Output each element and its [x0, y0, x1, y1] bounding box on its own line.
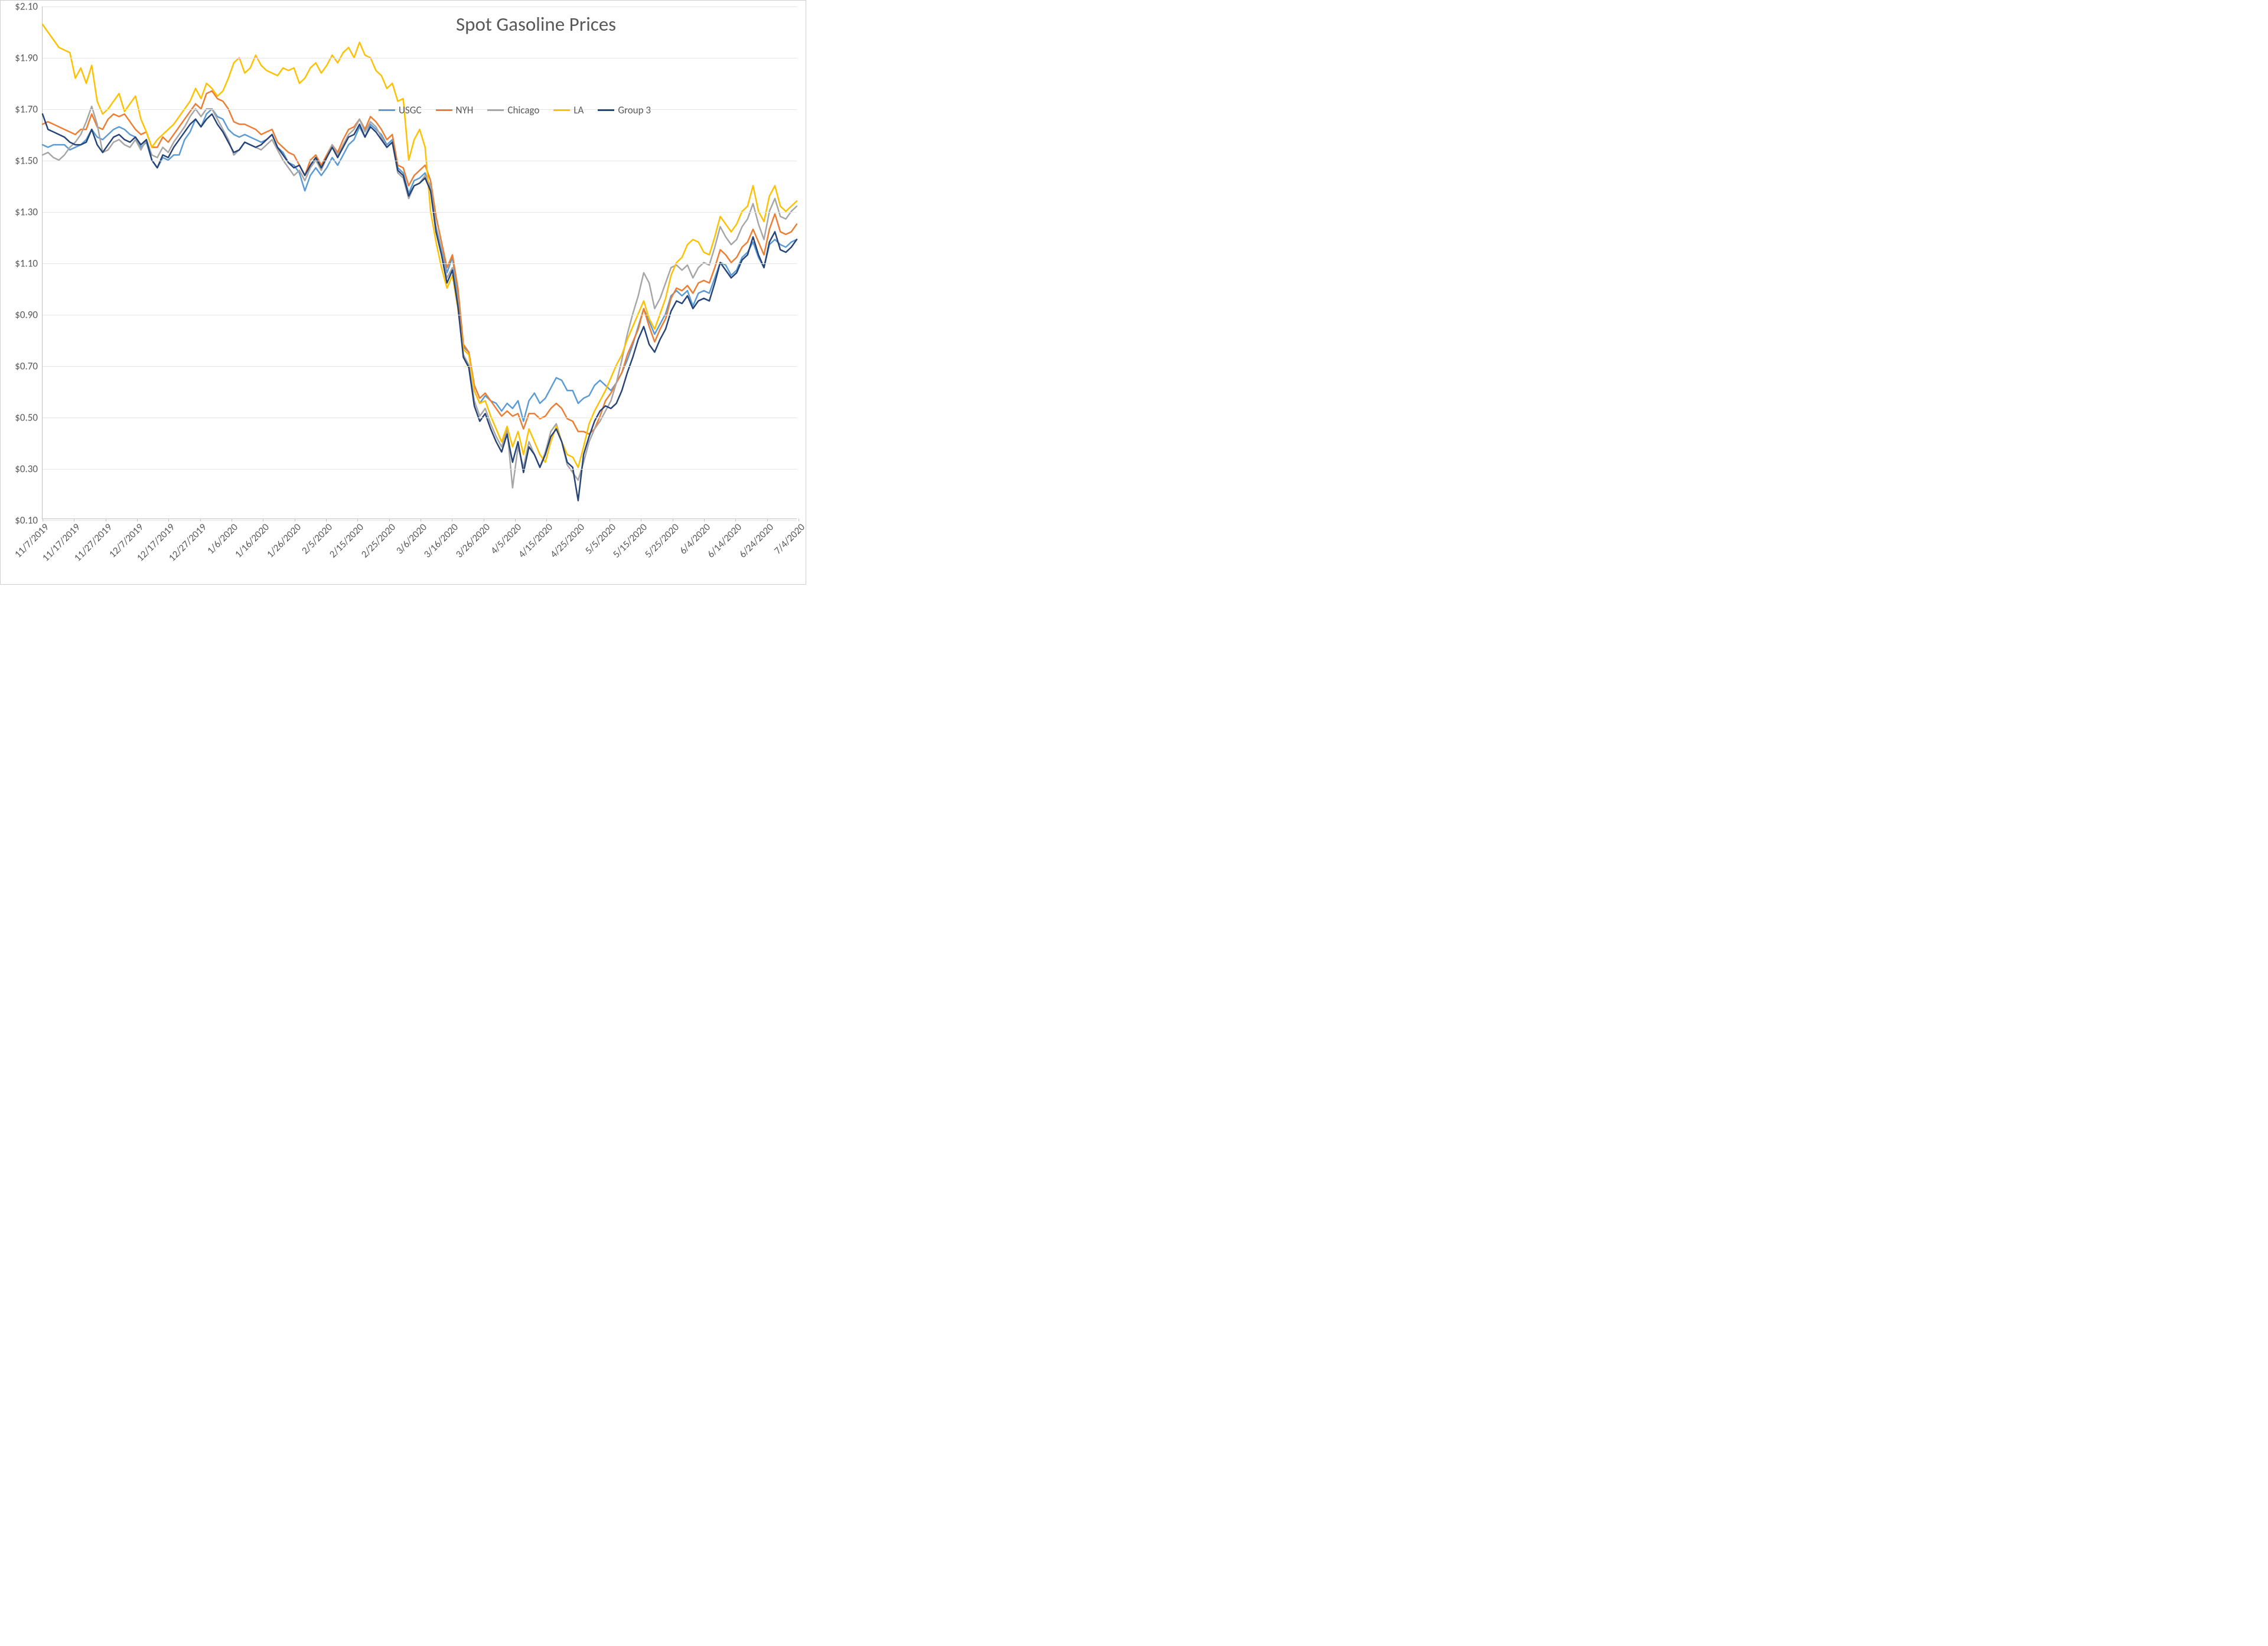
legend-label: NYH [456, 104, 474, 116]
legend-item-nyh: NYH [436, 104, 474, 116]
legend-swatch [379, 109, 395, 111]
legend-swatch [598, 109, 614, 111]
gridline [43, 469, 797, 470]
y-axis-label: $1.70 [15, 103, 38, 116]
legend-label: Group 3 [618, 104, 651, 116]
x-axis-label: 1/26/2020 [264, 521, 304, 560]
gridline [43, 6, 797, 7]
legend-label: Chicago [507, 104, 539, 116]
x-axis-label: 2/25/2020 [359, 521, 398, 560]
legend-swatch [553, 109, 570, 111]
legend-item-la: LA [553, 104, 584, 116]
legend-swatch [487, 109, 504, 111]
x-axis-label: 7/4/2020 [771, 521, 807, 557]
legend-label: LA [573, 104, 584, 116]
x-axis-label: 5/15/2020 [610, 521, 650, 560]
series-svg [43, 6, 797, 519]
legend-item-group-3: Group 3 [598, 104, 651, 116]
x-axis-label: 3/26/2020 [453, 521, 493, 560]
legend-swatch [436, 109, 452, 111]
legend-item-usgc: USGC [379, 104, 422, 116]
series-line-la [43, 24, 797, 467]
y-axis-label: $1.90 [15, 52, 38, 64]
legend: USGC NYH Chicago LA Group 3 [379, 104, 651, 116]
x-axis-label: 2/15/2020 [327, 521, 366, 560]
chart-container: Spot Gasoline Prices $0.10$0.30$0.50$0.7… [0, 0, 806, 585]
x-axis-label: 6/24/2020 [737, 521, 776, 560]
x-axis-label: 5/25/2020 [642, 521, 682, 560]
y-axis-label: $0.70 [15, 360, 38, 373]
gridline [43, 212, 797, 213]
x-axis-label: 1/16/2020 [232, 521, 272, 560]
x-axis-label: 4/15/2020 [516, 521, 555, 560]
x-axis-label: 3/16/2020 [421, 521, 461, 560]
y-axis-label: $0.50 [15, 412, 38, 424]
y-axis-label: $1.50 [15, 155, 38, 167]
y-axis-label: $0.90 [15, 309, 38, 321]
y-axis-label: $0.10 [15, 514, 38, 527]
series-line-usgc [43, 109, 797, 421]
y-axis-label: $2.10 [15, 1, 38, 13]
x-axis-label: 4/25/2020 [548, 521, 587, 560]
legend-item-chicago: Chicago [487, 104, 539, 116]
y-axis-label: $0.30 [15, 463, 38, 475]
series-line-group-3 [43, 114, 797, 501]
gridline [43, 263, 797, 264]
gridline [43, 366, 797, 367]
y-axis-label: $1.10 [15, 258, 38, 270]
legend-label: USGC [399, 104, 422, 116]
series-line-chicago [43, 106, 797, 488]
plot-area: $0.10$0.30$0.50$0.70$0.90$1.10$1.30$1.50… [42, 6, 797, 519]
x-axis-label: 6/14/2020 [705, 521, 744, 560]
y-axis-label: $1.30 [15, 206, 38, 219]
